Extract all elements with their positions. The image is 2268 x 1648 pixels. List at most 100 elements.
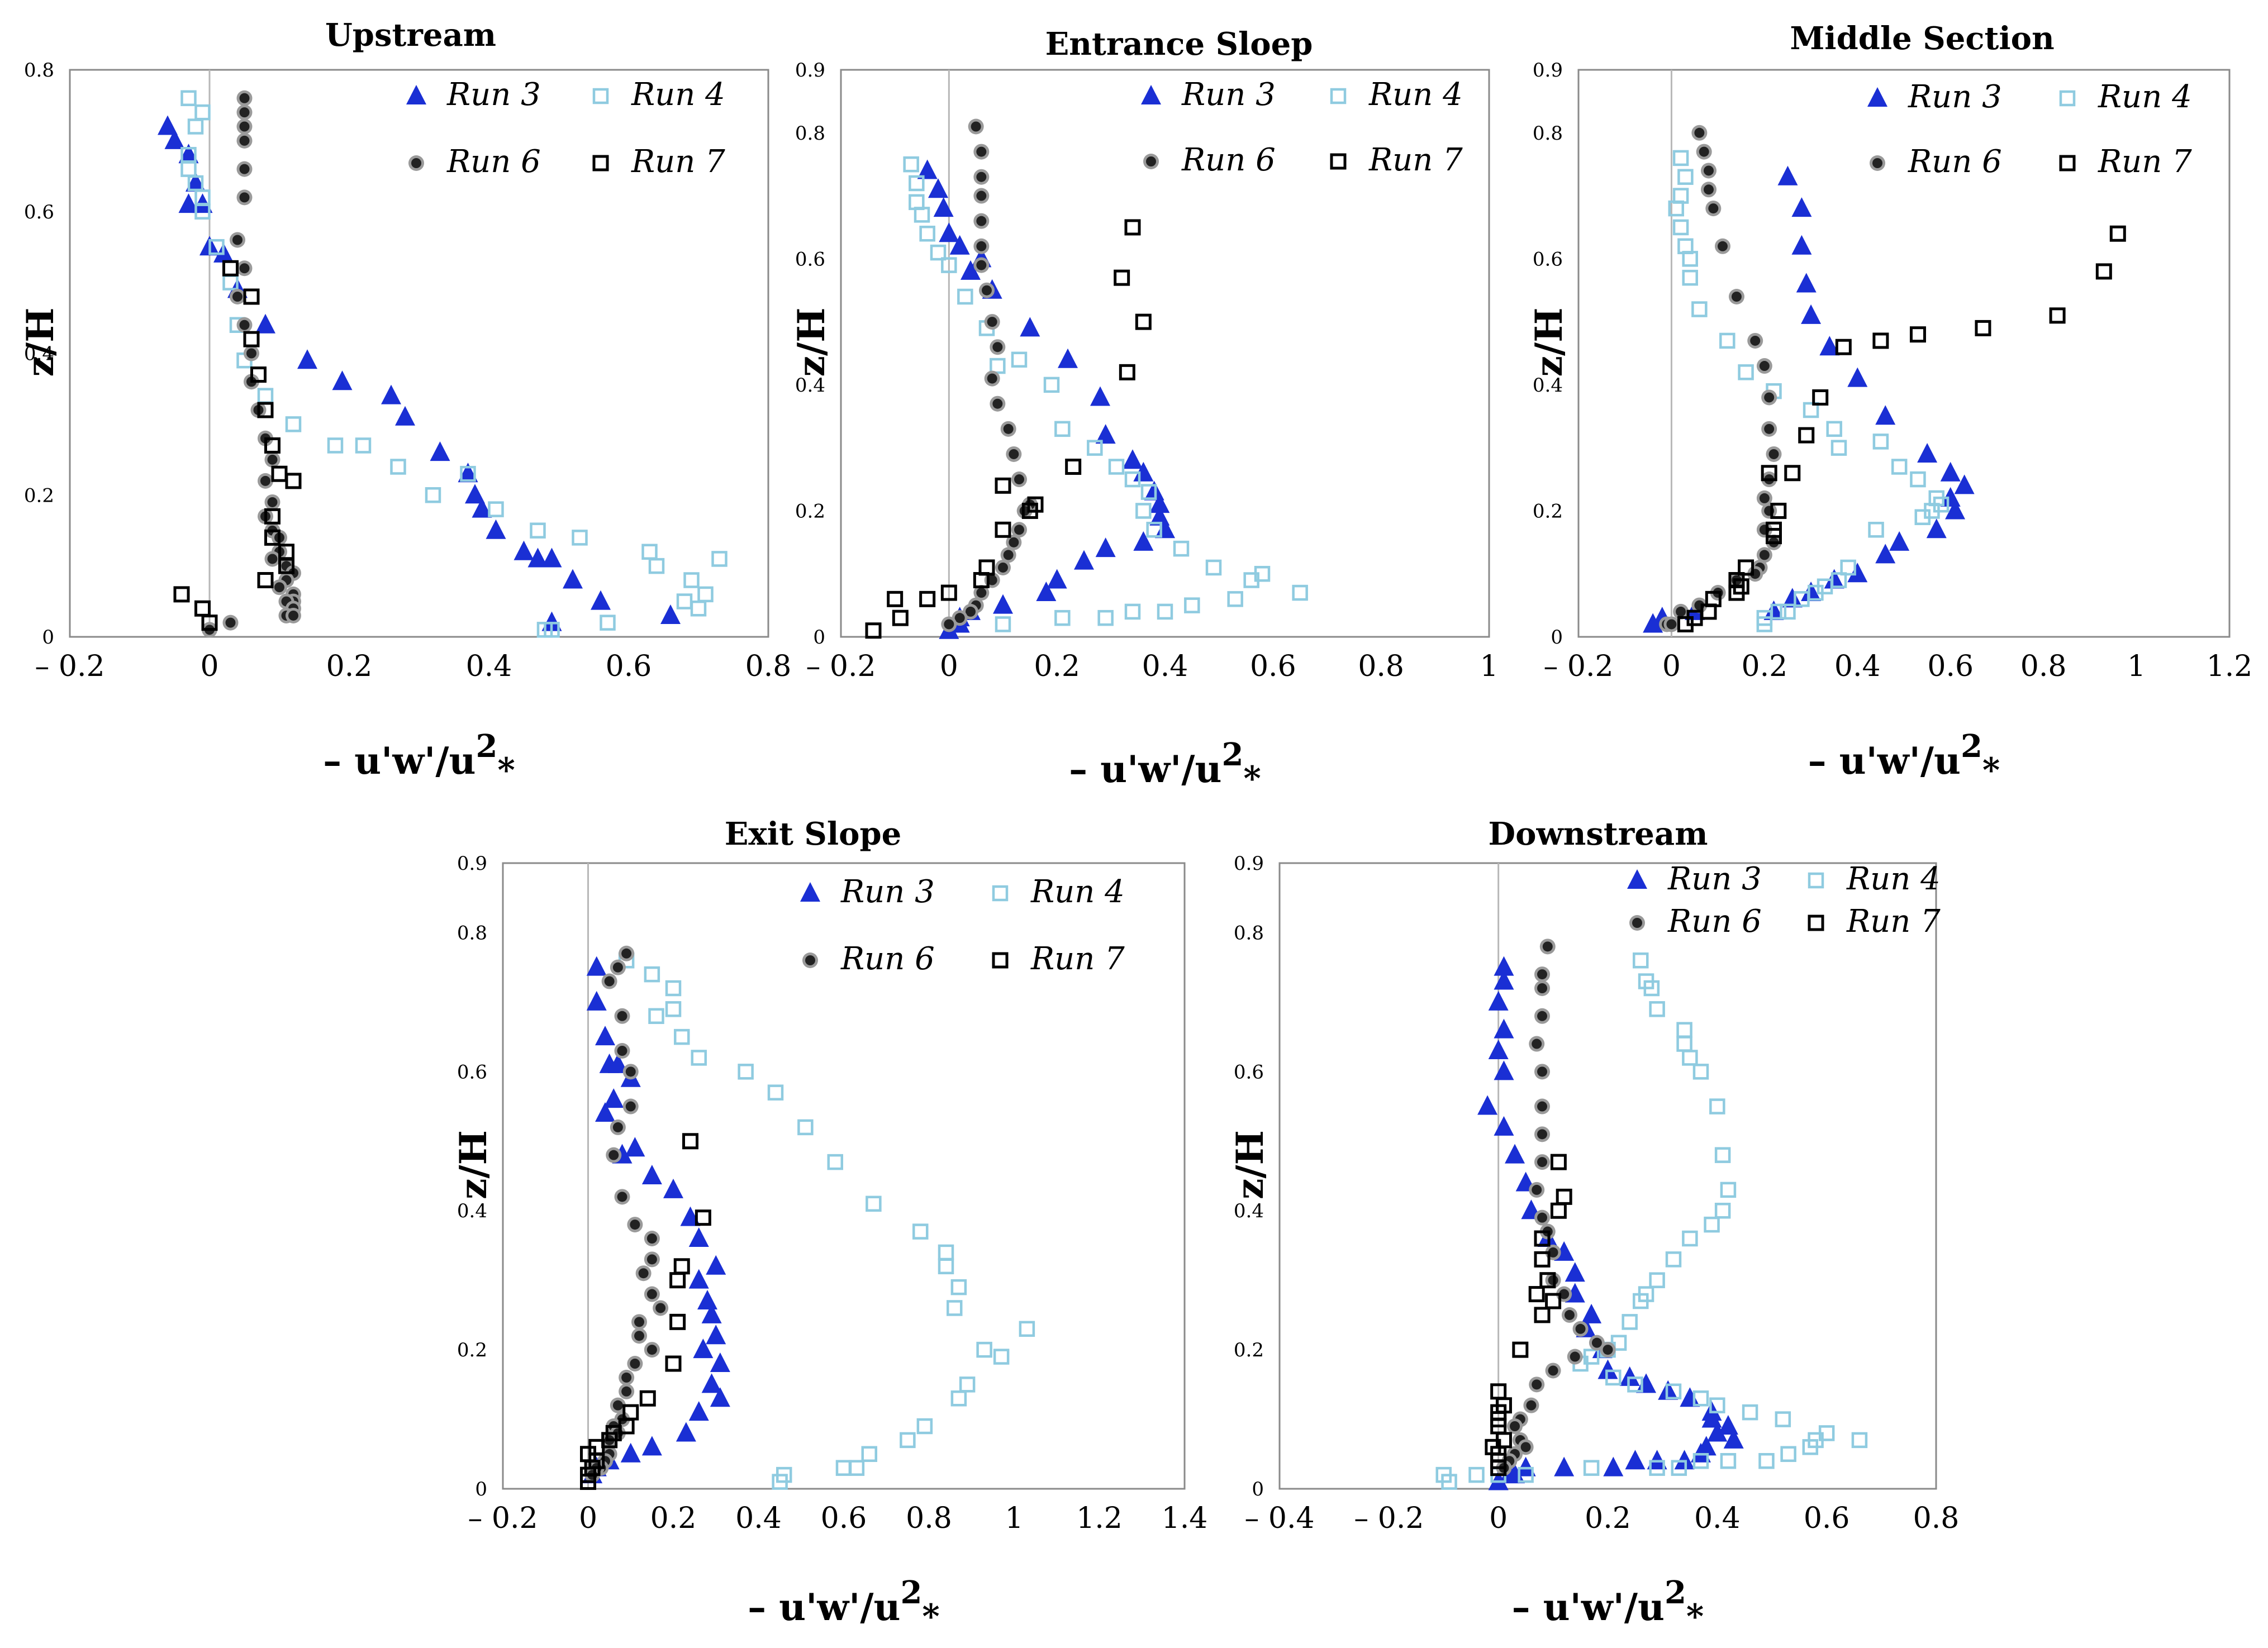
data-point-run4 [1633, 952, 1649, 969]
data-point-run7 [1124, 219, 1141, 236]
y-tick-label: 0.6 [457, 1061, 487, 1083]
data-point-run6-core [1532, 1039, 1542, 1049]
data-point-run6-core [239, 164, 250, 174]
legend-marker-run3 [800, 882, 820, 902]
data-point-run6-core [617, 1011, 627, 1021]
data-point-run6-core [1699, 146, 1709, 157]
x-tick-label: 1 [2127, 650, 2146, 683]
data-point-run4 [1709, 1397, 1725, 1413]
data-point-run4 [683, 572, 700, 588]
legend-label-run7: Run 7 [2098, 144, 2192, 180]
x-tick-label: – 0.2 [806, 650, 876, 683]
data-point-run3 [178, 144, 199, 164]
data-point-run3 [1515, 1456, 1536, 1476]
data-point-run7 [665, 1355, 682, 1372]
data-point-run3 [1494, 1018, 1514, 1039]
y-tick-label: 0.2 [795, 500, 825, 522]
y-axis-label: z/H [1527, 308, 1571, 377]
data-point-run4 [1868, 522, 1884, 538]
y-tick-label: 0.6 [1533, 248, 1563, 270]
data-point-run4 [691, 1050, 707, 1066]
y-tick-label: 0.8 [457, 922, 487, 944]
data-point-run6-core [1537, 983, 1547, 993]
data-point-run4 [903, 156, 919, 173]
data-point-run7 [264, 437, 280, 454]
data-point-run6-core [1564, 1309, 1575, 1320]
data-point-run3 [688, 1401, 709, 1421]
data-point-run3 [472, 498, 492, 518]
data-point-run7 [1812, 389, 1829, 406]
y-tick-label: 0.6 [1234, 1061, 1264, 1083]
data-point-run3 [1488, 1040, 1509, 1059]
data-point-run6-core [1575, 1323, 1586, 1334]
data-point-run7 [669, 1272, 686, 1289]
data-point-run6-core [1717, 241, 1728, 251]
data-point-run6-core [1537, 1101, 1547, 1112]
data-point-run6-core [655, 1303, 666, 1313]
data-point-run6-core [604, 976, 615, 987]
x-tick-label: 0 [1489, 1502, 1508, 1535]
data-point-run4 [1704, 1216, 1720, 1233]
panel-title: Exit Slope [725, 816, 902, 852]
data-point-run4 [993, 1349, 1010, 1365]
data-point-run6-core [987, 373, 997, 384]
data-point-run3 [1690, 1442, 1711, 1463]
legend-marker-run3 [1141, 85, 1161, 104]
y-tick-label: 0.8 [795, 122, 825, 145]
data-point-run6-core [612, 1400, 623, 1411]
data-point-run4 [1643, 980, 1660, 997]
data-point-run4 [1649, 1460, 1665, 1476]
data-point-run4 [1622, 1314, 1638, 1330]
data-point-run6-core [1526, 1400, 1537, 1411]
series-run3 [158, 115, 681, 631]
data-point-run7 [264, 508, 280, 525]
data-point-run4 [866, 1195, 882, 1212]
data-point-run4 [914, 207, 930, 223]
x-tick-label: 0 [200, 650, 218, 683]
legend-label-run6: Run 6 [840, 941, 935, 977]
x-tick-label: 0.2 [650, 1502, 697, 1535]
data-point-run3 [1505, 1144, 1525, 1164]
y-tick-label: 0 [813, 626, 825, 649]
legend-marker-run7 [1808, 915, 1824, 931]
series-run7 [1485, 1154, 1572, 1476]
data-point-run6-core [612, 962, 623, 973]
data-point-run3 [697, 1290, 717, 1309]
y-tick-label: 0.8 [1234, 922, 1264, 944]
data-point-run4 [544, 622, 560, 638]
data-point-run3 [486, 519, 506, 539]
data-point-run3 [1619, 1366, 1640, 1386]
data-point-run3 [933, 197, 954, 217]
data-point-run3 [625, 1137, 645, 1157]
data-point-run4 [1087, 440, 1103, 456]
data-point-run4 [1043, 377, 1060, 393]
data-point-run3 [928, 178, 948, 198]
data-point-run4 [665, 980, 682, 997]
data-point-run4 [938, 1258, 954, 1275]
data-point-run6-core [239, 192, 250, 203]
data-point-run4 [1633, 1293, 1649, 1309]
data-point-run7 [1909, 326, 1926, 343]
data-point-run6-core [232, 292, 243, 302]
data-point-run6-core [239, 121, 250, 132]
data-point-run4 [1441, 1474, 1457, 1490]
data-point-run6-core [976, 588, 987, 598]
data-point-run3 [701, 1373, 722, 1393]
legend-marker-run4 [2059, 90, 2076, 107]
data-point-run7 [1021, 502, 1038, 519]
data-point-run7 [682, 1133, 698, 1150]
x-tick-label: 0.6 [1804, 1502, 1850, 1535]
data-point-run6-core [239, 320, 250, 330]
data-point-run7 [1677, 616, 1694, 632]
data-point-run6-core [1731, 292, 1742, 302]
data-point-run4 [827, 1154, 843, 1170]
data-point-run4 [641, 544, 658, 560]
data-point-run4 [1468, 1466, 1485, 1483]
data-point-run6-core [638, 1268, 649, 1279]
data-point-run3 [595, 1026, 615, 1046]
y-axis-label: z/H [18, 308, 62, 377]
data-point-run4 [1682, 269, 1698, 286]
legend-marker-run6-core [1632, 918, 1642, 928]
data-point-run6-core [954, 613, 965, 623]
